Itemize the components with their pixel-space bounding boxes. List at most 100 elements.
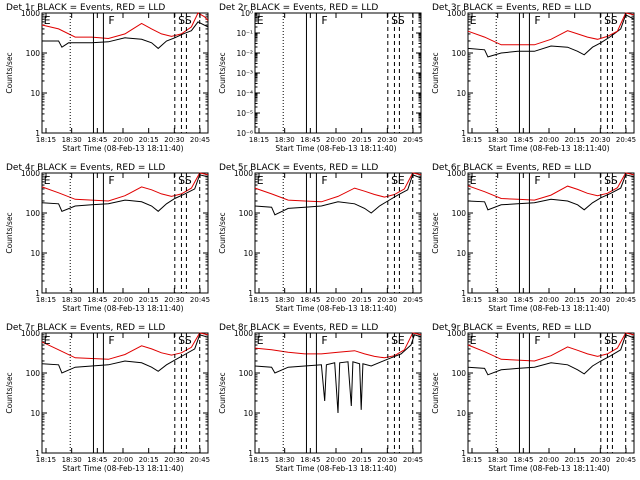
plot-frame [41,172,209,294]
x-tick-label: 18:15 [249,456,269,464]
x-tick-label: 20:30 [590,296,610,304]
marker-label: S [178,334,185,347]
x-tick-label: 18:15 [36,136,56,144]
y-tick-label: 1 [461,289,466,298]
x-tick-label: 20:00 [539,296,559,304]
marker-label: E [470,334,477,347]
x-tick-label: 20:15 [565,456,585,464]
marker-label: E [398,334,405,347]
plot-frame [467,172,635,294]
y-tick-label: 1 [35,129,40,138]
chart-title: Det 9r BLACK = Events, RED = LLD [432,323,591,333]
y-axis-label: Counts/sec [5,372,14,413]
marker-label: S [185,334,192,347]
x-tick-label: 18:30 [488,136,508,144]
x-axis-label: Start Time (08-Feb-13 18:11:40) [275,464,396,473]
series-line-events [41,334,209,374]
series-line-events [41,174,209,212]
x-tick-label: 20:45 [403,296,423,304]
x-tick-label: 18:45 [87,296,107,304]
x-tick-label: 20:15 [139,136,159,144]
chart-panel-7: Det 7r BLACK = Events, RED = LLD 1 10 100 10… [5,323,210,473]
y-tick-label: 100 [452,209,467,218]
x-tick-label: 20:15 [352,456,372,464]
x-tick-label: 18:30 [488,456,508,464]
chart-title: Det 3r BLACK = Events, RED = LLD [432,3,591,13]
plot-frame [467,12,635,134]
y-tick-label: 1 [248,289,253,298]
x-axis-label: Start Time (08-Feb-13 18:11:40) [275,304,396,313]
x-tick-label: 20:30 [377,136,397,144]
series-line-lld [254,172,422,203]
marker-label: S [391,174,398,187]
y-tick-label: 10 [456,89,466,98]
marker-label: S [185,174,192,187]
x-tick-label: 18:45 [300,296,320,304]
x-tick-label: 20:45 [190,136,210,144]
marker-label: S [178,174,185,187]
y-tick-label: 10⁻⁶ [236,129,253,138]
x-tick-label: 18:45 [300,136,320,144]
marker-label: S [391,14,398,27]
y-tick-label: 100 [239,209,254,218]
y-tick-label: 100 [239,369,254,378]
marker-label: S [391,334,398,347]
chart-title: Det 6r BLACK = Events, RED = LLD [432,163,591,173]
plot-frame [41,332,209,454]
y-axis-label: Counts/sec [5,52,14,93]
y-tick-label: 10⁻² [236,49,253,58]
x-tick-label: 18:15 [462,296,482,304]
y-axis-label: Counts/sec [5,212,14,253]
y-tick-label: 10⁻⁵ [236,109,253,118]
x-tick-label: 18:15 [36,296,56,304]
marker-label: F [534,14,540,27]
x-tick-label: 20:30 [590,456,610,464]
marker-label: E [44,334,51,347]
x-axis-label: Start Time (08-Feb-13 18:11:40) [488,464,609,473]
x-tick-label: 20:00 [113,456,133,464]
y-tick-label: 10 [243,249,253,258]
chart-title: Det 5r BLACK = Events, RED = LLD [219,163,378,173]
x-tick-label: 18:45 [513,136,533,144]
y-tick-label: 1 [248,449,253,458]
y-tick-label: 1000 [447,9,466,18]
x-tick-label: 20:30 [164,136,184,144]
chart-panel-5: Det 5r BLACK = Events, RED = LLD 1 10 100 10… [218,163,423,313]
chart-title: Det 4r BLACK = Events, RED = LLD [6,163,165,173]
x-tick-label: 20:00 [113,296,133,304]
x-tick-label: 18:30 [488,296,508,304]
marker-label: E [470,14,477,27]
chart-panel-9: Det 9r BLACK = Events, RED = LLD 1 10 100 10… [431,323,636,473]
y-axis-label: Counts/sec [431,212,440,253]
x-tick-label: 20:15 [139,296,159,304]
x-tick-label: 18:30 [62,136,82,144]
y-axis-label: Counts/sec [218,52,227,93]
x-tick-label: 20:00 [326,456,346,464]
x-tick-label: 18:15 [462,456,482,464]
x-tick-label: 20:00 [539,136,559,144]
y-tick-label: 100 [452,369,467,378]
x-tick-label: 20:30 [377,456,397,464]
series-line-lld [467,332,635,362]
x-tick-label: 18:45 [513,296,533,304]
marker-label: S [604,14,611,27]
x-tick-label: 18:30 [62,296,82,304]
marker-label: E [398,174,405,187]
y-tick-label: 100 [26,49,41,58]
y-tick-label: 10 [30,249,40,258]
x-axis-label: Start Time (08-Feb-13 18:11:40) [488,144,609,153]
plot-frame [254,332,422,454]
x-tick-label: 18:15 [249,296,269,304]
marker-label: E [44,174,51,187]
x-axis-label: Start Time (08-Feb-13 18:11:40) [62,464,183,473]
marker-label: S [604,334,611,347]
x-tick-label: 20:30 [377,296,397,304]
chart-title: Det 7r BLACK = Events, RED = LLD [6,323,165,333]
x-tick-label: 20:45 [403,456,423,464]
plot-frame [41,12,209,134]
series-line-lld [467,172,635,201]
x-tick-label: 20:15 [139,456,159,464]
marker-label: S [611,334,618,347]
marker-label: F [321,174,327,187]
